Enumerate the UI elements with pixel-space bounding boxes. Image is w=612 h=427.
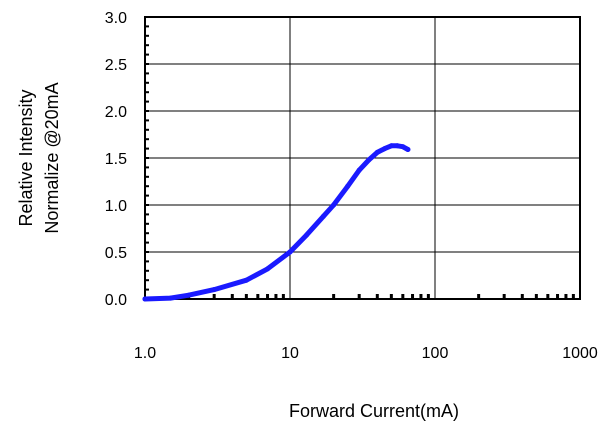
data-point — [366, 157, 372, 163]
grid — [145, 17, 580, 299]
data-point — [331, 202, 337, 208]
series-layer — [142, 143, 411, 302]
x-tick-label: 100 — [422, 345, 449, 362]
y-tick-label: 0.0 — [105, 292, 127, 309]
x-tick-label: 1.0 — [134, 345, 156, 362]
data-point — [168, 295, 173, 301]
data-point — [211, 287, 217, 293]
data-point — [388, 143, 394, 149]
x-tick-labels: 1.0 10 100 1000 — [134, 345, 598, 362]
y-tick-label: 1.0 — [105, 198, 127, 215]
y-axis-label-line2: Normalize @20mA — [42, 82, 62, 233]
x-tick-label: 10 — [281, 345, 299, 362]
data-point — [304, 232, 309, 238]
x-axis-label: Forward Current(mA) — [289, 401, 459, 421]
y-tick-label: 2.0 — [105, 104, 127, 121]
y-tick-label: 1.5 — [105, 151, 127, 168]
data-point — [186, 292, 192, 298]
y-axis-label-line1: Relative Intensity — [16, 89, 36, 226]
data-point — [265, 266, 270, 272]
y-tick-label: 3.0 — [105, 10, 127, 27]
plot-frame — [144, 16, 581, 300]
data-point — [374, 149, 380, 155]
data-point — [320, 213, 326, 219]
data-point — [394, 143, 400, 149]
data-point — [382, 146, 388, 152]
y-tick-label: 0.5 — [105, 245, 127, 262]
data-point — [345, 183, 351, 189]
x-tick-label: 1000 — [562, 345, 598, 362]
data-point — [356, 167, 362, 173]
data-point — [287, 249, 293, 255]
y-tick-label: 2.5 — [105, 57, 127, 74]
data-point — [405, 147, 411, 152]
y-tick-labels: 0.0 0.5 1.0 1.5 2.0 2.5 3.0 — [105, 10, 127, 309]
data-point — [142, 296, 148, 302]
data-point — [400, 144, 406, 150]
data-point — [243, 277, 249, 283]
